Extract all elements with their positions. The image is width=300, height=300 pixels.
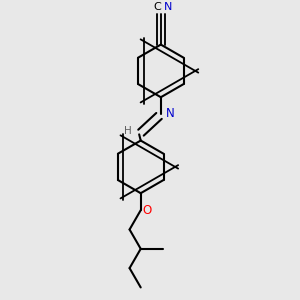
Text: N: N bbox=[164, 2, 172, 12]
Text: N: N bbox=[166, 107, 175, 120]
Text: H: H bbox=[124, 126, 131, 136]
Text: C: C bbox=[153, 2, 161, 12]
Text: O: O bbox=[142, 204, 152, 217]
